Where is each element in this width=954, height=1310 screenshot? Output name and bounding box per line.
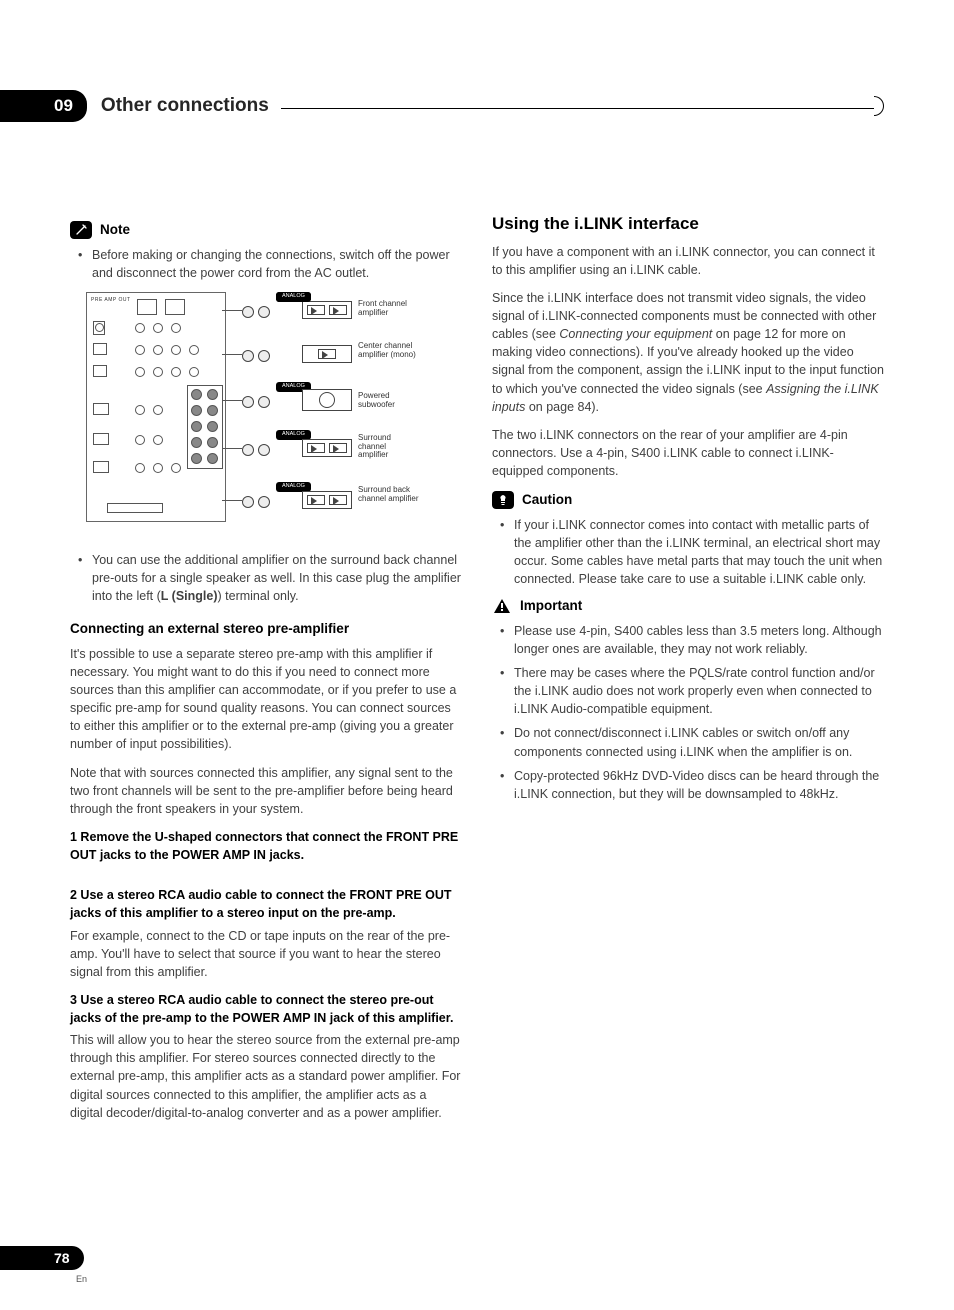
post-diagram-list: You can use the additional amplifier on …: [70, 551, 462, 605]
diagram-amp-label: Surround channel amplifier: [358, 434, 418, 460]
diagram-plug: [242, 490, 278, 514]
chapter-number: 09: [0, 90, 87, 122]
note-heading: Note: [70, 220, 462, 240]
text: on page 84).: [525, 400, 599, 414]
step-2: 2 Use a stereo RCA audio cable to connec…: [70, 886, 462, 922]
diagram-amp-box: [302, 345, 352, 363]
paragraph: Note that with sources connected this am…: [70, 764, 462, 818]
chapter-header: 09 Other connections: [0, 90, 884, 122]
caution-heading: Caution: [492, 490, 884, 510]
diagram-amp-label: Surround back channel amplifier: [358, 486, 428, 504]
diagram-plug: [242, 344, 278, 368]
post-diagram-item: You can use the additional amplifier on …: [82, 551, 462, 605]
diagram-tag: ANALOG: [276, 292, 311, 302]
chapter-title: Other connections: [101, 95, 269, 117]
important-item: Copy-protected 96kHz DVD-Video discs can…: [504, 767, 884, 803]
caution-icon: [492, 491, 514, 509]
note-icon: [70, 221, 92, 239]
diagram-amp-box: [302, 389, 352, 411]
important-item: Do not connect/disconnect i.LINK cables …: [504, 724, 884, 760]
heading-ilink: Using the i.LINK interface: [492, 212, 884, 237]
diagram-backpanel: PRE AMP OUT: [86, 292, 226, 522]
diagram-plug: [242, 300, 278, 324]
chapter-rule: [281, 108, 874, 109]
important-item: There may be cases where the PQLS/rate c…: [504, 664, 884, 718]
diagram-amp-label: Center channel amplifier (mono): [358, 342, 418, 360]
bold-text: L (Single): [161, 589, 218, 603]
content-columns: Note Before making or changing the conne…: [70, 212, 884, 1132]
step-1: 1 Remove the U-shaped connectors that co…: [70, 828, 462, 864]
diagram-plug: [242, 438, 278, 462]
italic-text: Connecting your equipment: [559, 327, 712, 341]
diagram-amp-box: [302, 439, 352, 457]
important-label: Important: [520, 596, 582, 616]
page-language: En: [76, 1274, 87, 1284]
important-item: Please use 4-pin, S400 cables less than …: [504, 622, 884, 658]
note-item: Before making or changing the connection…: [82, 246, 462, 282]
page-number: 78: [0, 1246, 84, 1270]
diagram-amp-box: [302, 491, 352, 509]
caution-item: If your i.LINK connector comes into cont…: [504, 516, 884, 589]
left-column: Note Before making or changing the conne…: [70, 212, 462, 1132]
note-label: Note: [100, 220, 130, 240]
chapter-rule-cap: [874, 96, 884, 116]
caution-label: Caution: [522, 490, 572, 510]
paragraph: Since the i.LINK interface does not tran…: [492, 289, 884, 416]
text: ) terminal only.: [218, 589, 299, 603]
caution-list: If your i.LINK connector comes into cont…: [492, 516, 884, 589]
diagram-amp-label: Powered subwoofer: [358, 392, 428, 410]
diagram-amp-label: Front channel amplifier: [358, 300, 418, 318]
paragraph: If you have a component with an i.LINK c…: [492, 243, 884, 279]
right-column: Using the i.LINK interface If you have a…: [492, 212, 884, 1132]
note-list: Before making or changing the connection…: [70, 246, 462, 282]
important-list: Please use 4-pin, S400 cables less than …: [492, 622, 884, 803]
connection-diagram: PRE AMP OUT: [86, 292, 416, 537]
paragraph: It's possible to use a separate stereo p…: [70, 645, 462, 754]
subheading-external-preamp: Connecting an external stereo pre-amplif…: [70, 619, 462, 639]
diagram-amp-box: [302, 301, 352, 319]
step-3: 3 Use a stereo RCA audio cable to connec…: [70, 991, 462, 1027]
diagram-plug: [242, 390, 278, 414]
paragraph: This will allow you to hear the stereo s…: [70, 1031, 462, 1122]
paragraph: For example, connect to the CD or tape i…: [70, 927, 462, 981]
paragraph: The two i.LINK connectors on the rear of…: [492, 426, 884, 480]
important-heading: Important: [492, 596, 884, 616]
important-icon: [492, 597, 512, 615]
backpanel-label: PRE AMP OUT: [91, 297, 131, 304]
